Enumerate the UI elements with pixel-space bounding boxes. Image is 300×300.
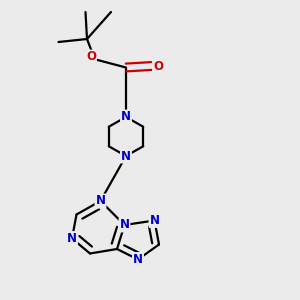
Text: N: N xyxy=(119,218,130,232)
Text: N: N xyxy=(67,232,77,245)
Text: O: O xyxy=(86,50,96,64)
Text: N: N xyxy=(95,194,106,208)
Text: N: N xyxy=(121,149,131,163)
Text: N: N xyxy=(149,214,160,227)
Text: O: O xyxy=(153,59,163,73)
Text: N: N xyxy=(133,253,143,266)
Text: N: N xyxy=(121,110,131,124)
